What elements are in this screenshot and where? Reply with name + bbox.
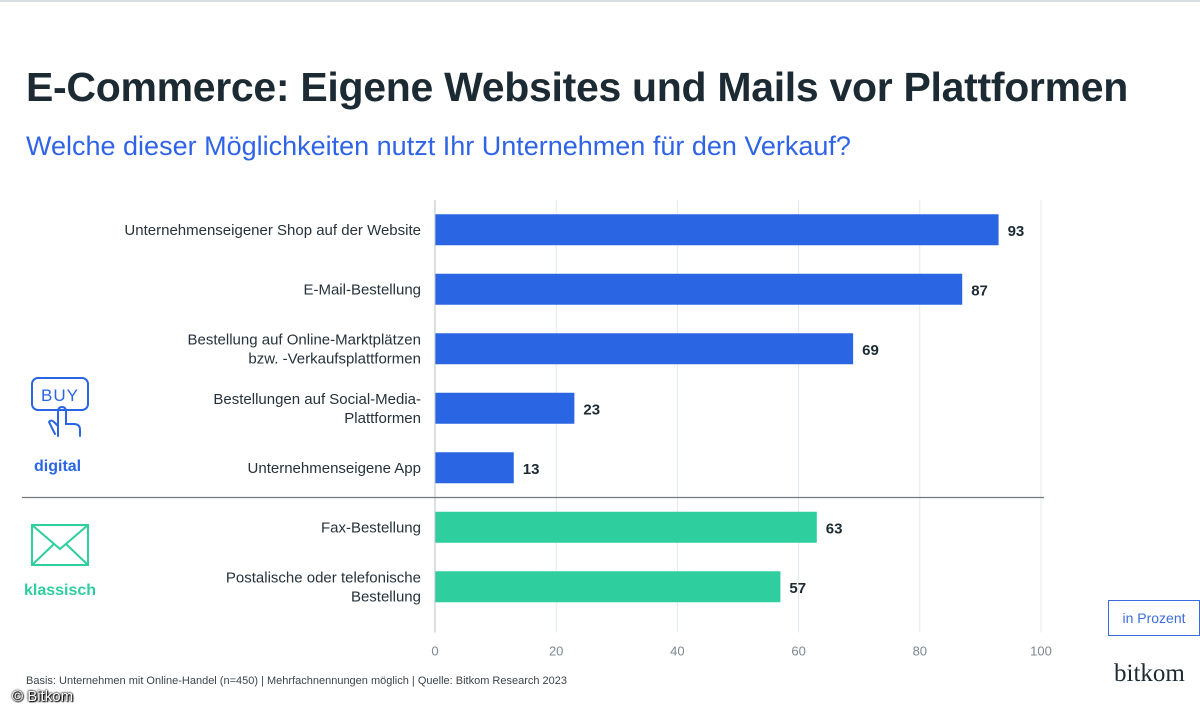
group-label-klassisch: klassisch: [24, 582, 97, 599]
brand-logo: bitkom: [1114, 660, 1185, 687]
x-tick-label-20: 20: [549, 644, 563, 659]
page-title: E-Commerce: Eigene Websites und Mails vo…: [26, 64, 1128, 110]
envelope-icon: [31, 524, 89, 566]
category-label-2-line-0: Bestellung auf Online-Marktplätzen: [188, 331, 421, 348]
data-label-1: 87: [971, 282, 988, 299]
bar-0: [435, 214, 999, 246]
bar-1: [435, 273, 963, 305]
category-label-3-line-1: Plattformen: [344, 410, 421, 427]
category-label-5: Fax-Bestellung: [321, 519, 421, 536]
x-tick-label-40: 40: [670, 644, 684, 659]
bar-6: [435, 571, 781, 603]
x-tick-label-0: 0: [431, 644, 438, 659]
bar-4: [435, 452, 514, 484]
data-label-5: 63: [826, 520, 843, 537]
top-border: [0, 0, 1200, 2]
x-tick-label-100: 100: [1030, 644, 1052, 659]
bar-2: [435, 333, 854, 365]
category-label-3-line-0: Bestellungen auf Social-Media-: [213, 391, 421, 408]
x-tick-label-80: 80: [913, 644, 927, 659]
footnote: Basis: Unternehmen mit Online-Handel (n=…: [26, 675, 568, 687]
category-label-4: Unternehmenseigene App: [248, 460, 421, 477]
category-label-1: E-Mail-Bestellung: [303, 281, 421, 298]
category-label-0: Unternehmenseigener Shop auf der Website: [124, 222, 421, 239]
svg-text:BUY: BUY: [41, 386, 79, 405]
data-label-4: 13: [523, 461, 540, 478]
group-label-digital: digital: [34, 458, 82, 475]
unit-box: in Prozent: [1108, 600, 1200, 636]
category-label-2-line-1: bzw. -Verkaufsplattformen: [248, 350, 421, 367]
x-tick-label-60: 60: [791, 644, 805, 659]
data-label-6: 57: [789, 580, 806, 597]
data-label-2: 69: [862, 342, 879, 359]
page-subtitle: Welche dieser Möglichkeiten nutzt Ihr Un…: [26, 131, 851, 161]
bar-3: [435, 392, 575, 424]
bar-5: [435, 511, 817, 543]
data-label-3: 23: [583, 401, 600, 418]
copyright-watermark: © Bitkom: [12, 688, 74, 705]
data-label-0: 93: [1008, 223, 1025, 240]
category-label-6-line-0: Postalische oder telefonische: [226, 569, 421, 586]
buy-hand-icon: BUY: [31, 377, 89, 437]
category-label-6-line-1: Bestellung: [351, 588, 421, 605]
